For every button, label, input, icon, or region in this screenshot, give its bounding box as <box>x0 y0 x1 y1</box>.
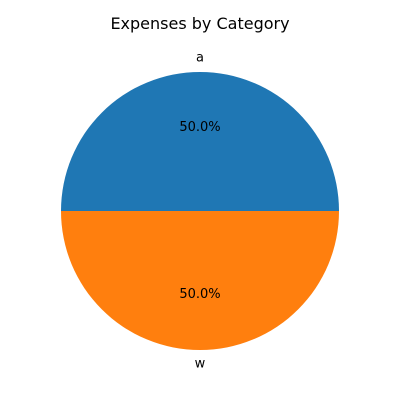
pie-slice-a <box>61 72 339 211</box>
pie-slice-w <box>61 211 339 350</box>
pct-label-w: 50.0% <box>179 287 220 302</box>
slice-label-w: w <box>195 356 206 371</box>
slice-label-a: a <box>196 51 204 66</box>
pie-labels: a 50.0% w 50.0% <box>179 51 220 372</box>
pct-label-a: 50.0% <box>179 120 220 135</box>
chart-title: Expenses by Category <box>110 14 289 33</box>
pie-slices <box>61 72 339 350</box>
